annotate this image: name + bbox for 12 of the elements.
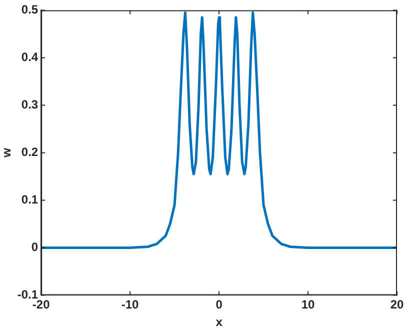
- x-tick-label: 10: [301, 298, 316, 312]
- y-tick-label: 0: [31, 240, 38, 254]
- x-tick-label: 0: [216, 298, 223, 312]
- y-tick-label: 0.1: [21, 192, 38, 207]
- x-tick-label: -10: [121, 298, 140, 312]
- y-tick-label: 0.3: [21, 98, 38, 112]
- x-tick-label: 20: [390, 298, 404, 312]
- y-tick-label: 0.5: [21, 2, 38, 17]
- x-axis-title: x: [216, 315, 223, 330]
- y-axis-title: w: [0, 147, 14, 158]
- y-tick-label: 0.4: [21, 50, 38, 64]
- y-tick-label: 0.2: [21, 145, 38, 160]
